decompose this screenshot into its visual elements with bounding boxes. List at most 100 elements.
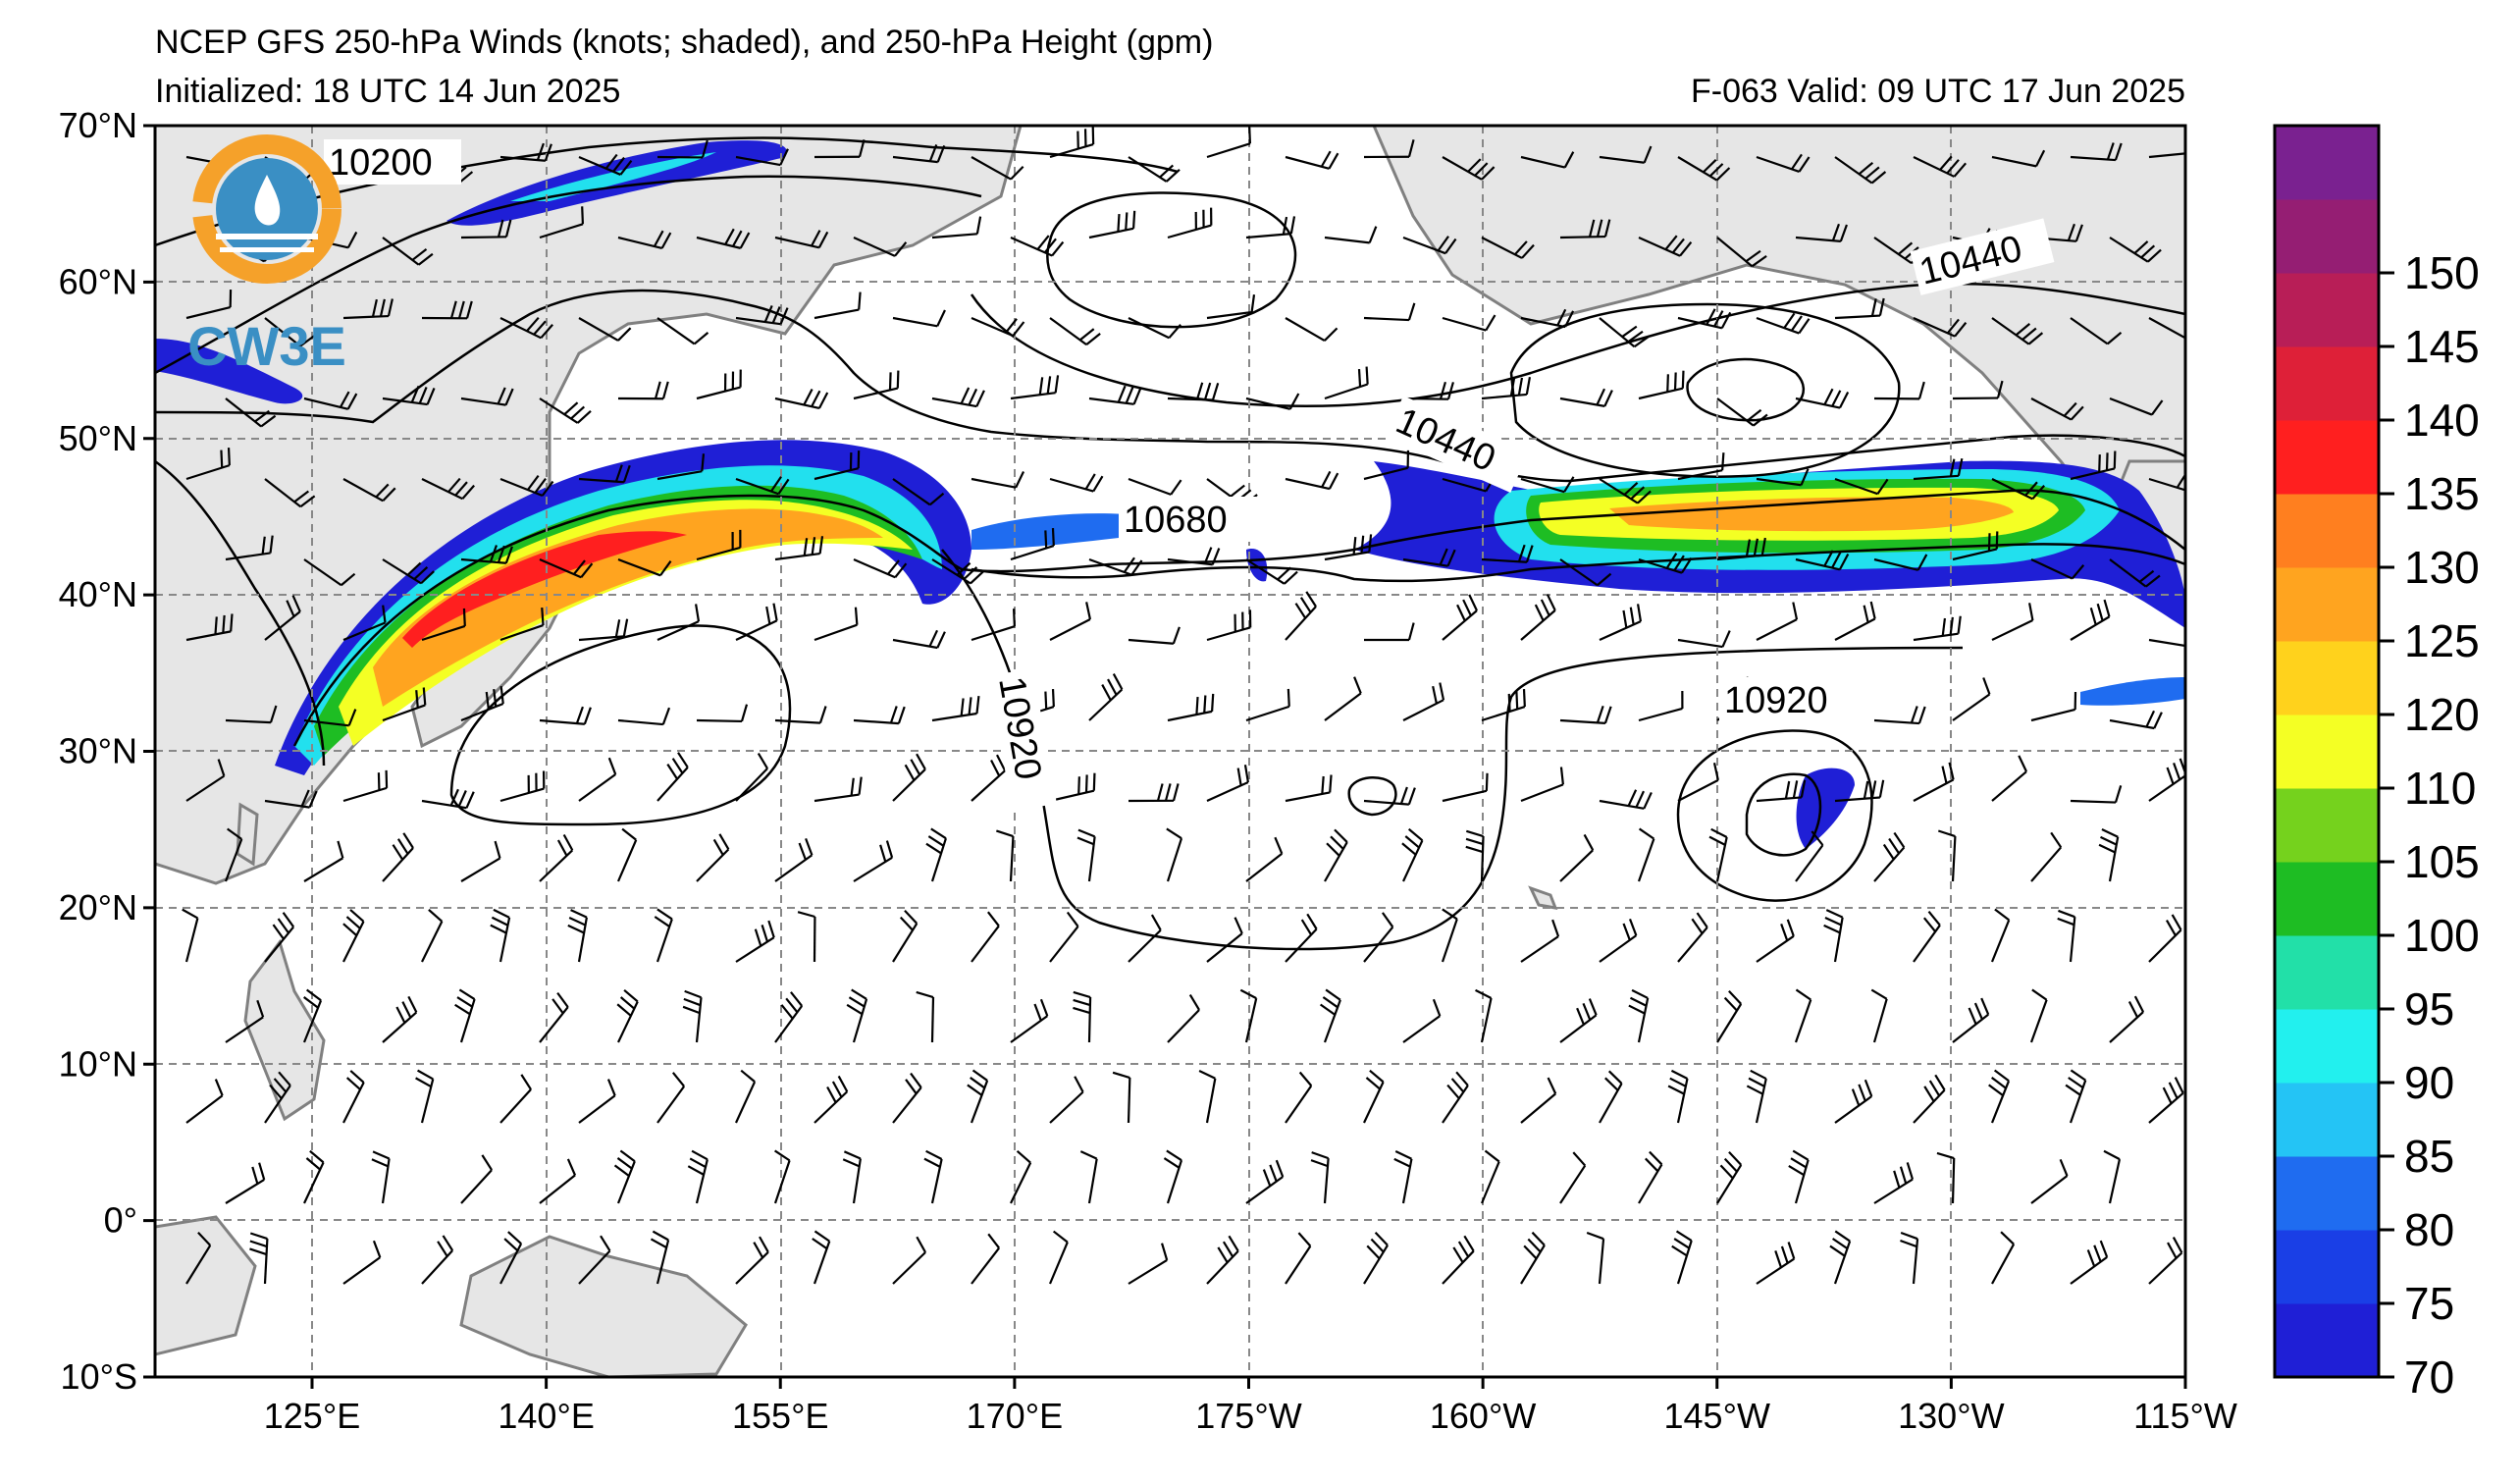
wind-barb [2109, 995, 2145, 1043]
lat-label: 40°N [59, 574, 137, 614]
map-panel: 10200 10440 10440 10680 10920 10920 [155, 126, 2185, 1377]
wind-barb [1245, 558, 1298, 585]
wind-barb [578, 1235, 611, 1285]
wind-barb [650, 1230, 670, 1285]
wind-barb [931, 695, 980, 722]
wind-barb [1756, 153, 1811, 173]
wind-barb [735, 305, 789, 326]
wind-barb [460, 387, 514, 406]
jet-east-orange [1609, 497, 2014, 532]
colorbar-label: 80 [2404, 1204, 2454, 1255]
wind-barb [1465, 829, 1485, 882]
wind-barb [1481, 237, 1535, 259]
contour-jet-axis-w [292, 489, 2185, 747]
wind-barb [1952, 531, 1999, 561]
wind-barb [2148, 914, 2182, 963]
colorbar-swatch [2275, 788, 2379, 863]
wind-barb [1716, 1151, 1743, 1204]
wind-barb [1599, 789, 1653, 810]
wind-barb [1128, 626, 1181, 645]
colorbar-swatch [2275, 126, 2379, 200]
wind-barb [1991, 755, 2027, 802]
wind-barb [1049, 602, 1091, 641]
lon-label: 140°E [498, 1396, 594, 1436]
wind-barb [1112, 1071, 1131, 1124]
wind-barb [617, 557, 672, 577]
colorbar-swatch [2275, 935, 2379, 1010]
wind-barb [1756, 919, 1795, 963]
wind-barb [1324, 534, 1373, 561]
colorbar-swatch [2275, 199, 2379, 274]
wind-barb [1900, 1231, 1919, 1285]
wind-barb [774, 389, 829, 410]
wind-barb [454, 988, 476, 1043]
wind-barb [1393, 1150, 1413, 1204]
wind-barb [696, 704, 749, 723]
wind-barb [1285, 1232, 1312, 1285]
wind-barb [2070, 599, 2111, 641]
land-taiwan [236, 802, 259, 867]
wind-barb [931, 387, 985, 408]
wind-barb [892, 309, 946, 328]
wind-barb [1834, 477, 1889, 496]
wind-barb [342, 1240, 382, 1285]
wind-barb [656, 317, 709, 345]
wind-barb [1638, 690, 1684, 722]
wind-barb [1829, 1230, 1852, 1285]
wind-barb [656, 453, 706, 481]
wind-barb [1010, 235, 1065, 257]
wind-barb [1088, 385, 1142, 405]
wind-barb [1677, 912, 1708, 963]
wind-barb [1990, 908, 2011, 963]
colorbar-label: 105 [2404, 836, 2480, 887]
wind-barb [1834, 779, 1885, 803]
wind-barb [415, 1069, 435, 1124]
lat-label: 10°S [61, 1356, 137, 1397]
wind-barb [1402, 381, 1454, 400]
wind-barb [1823, 909, 1844, 963]
wind-barb [995, 829, 1015, 882]
wind-barb [1638, 553, 1693, 574]
wind-barb [539, 1158, 577, 1204]
wind-barb [1166, 827, 1183, 882]
height-contours [155, 136, 2185, 951]
colorbar-label: 90 [2404, 1057, 2454, 1108]
wind-barb [1167, 547, 1221, 566]
jet-northwest-streak-cyan [510, 152, 716, 201]
wind-barb [1913, 155, 1968, 178]
wind-barb [578, 618, 629, 642]
wind-barb [892, 753, 926, 802]
land-philippines [243, 938, 326, 1122]
wind-barb [687, 1149, 709, 1204]
wind-barb [1363, 1231, 1389, 1285]
lat-label: 10°N [59, 1043, 137, 1084]
wind-barb [1756, 468, 1810, 487]
wind-barb [1073, 990, 1092, 1043]
wind-barb [2148, 317, 2185, 340]
wind-barb [2029, 988, 2048, 1043]
wind-barb [1677, 630, 1731, 649]
wind-barb [1010, 527, 1055, 561]
wind-barb [1671, 1230, 1693, 1285]
colorbar-label: 120 [2404, 689, 2480, 740]
land-hawaii [1528, 885, 1558, 910]
wind-barb [1599, 478, 1652, 504]
wind-barb [853, 370, 900, 400]
wind-barb [578, 1079, 616, 1124]
wind-barb [892, 1236, 927, 1285]
jet-asia-streak [155, 339, 303, 404]
wind-barb [1442, 772, 1489, 803]
wind-barb [2070, 785, 2123, 804]
wind-barb [1559, 219, 1611, 239]
wind-barb [1952, 997, 1990, 1043]
colorbar-label: 70 [2404, 1351, 2454, 1403]
lon-label: 145°W [1664, 1396, 1770, 1436]
wind-barb [617, 381, 669, 400]
lat-label: 50°N [59, 418, 137, 458]
wind-barb [1441, 908, 1458, 963]
wind-barb [916, 990, 935, 1043]
wind-barb [302, 988, 323, 1043]
wind-barb [1076, 828, 1096, 882]
contour-label-bg [988, 667, 1057, 812]
wind-barb [2070, 142, 2123, 162]
